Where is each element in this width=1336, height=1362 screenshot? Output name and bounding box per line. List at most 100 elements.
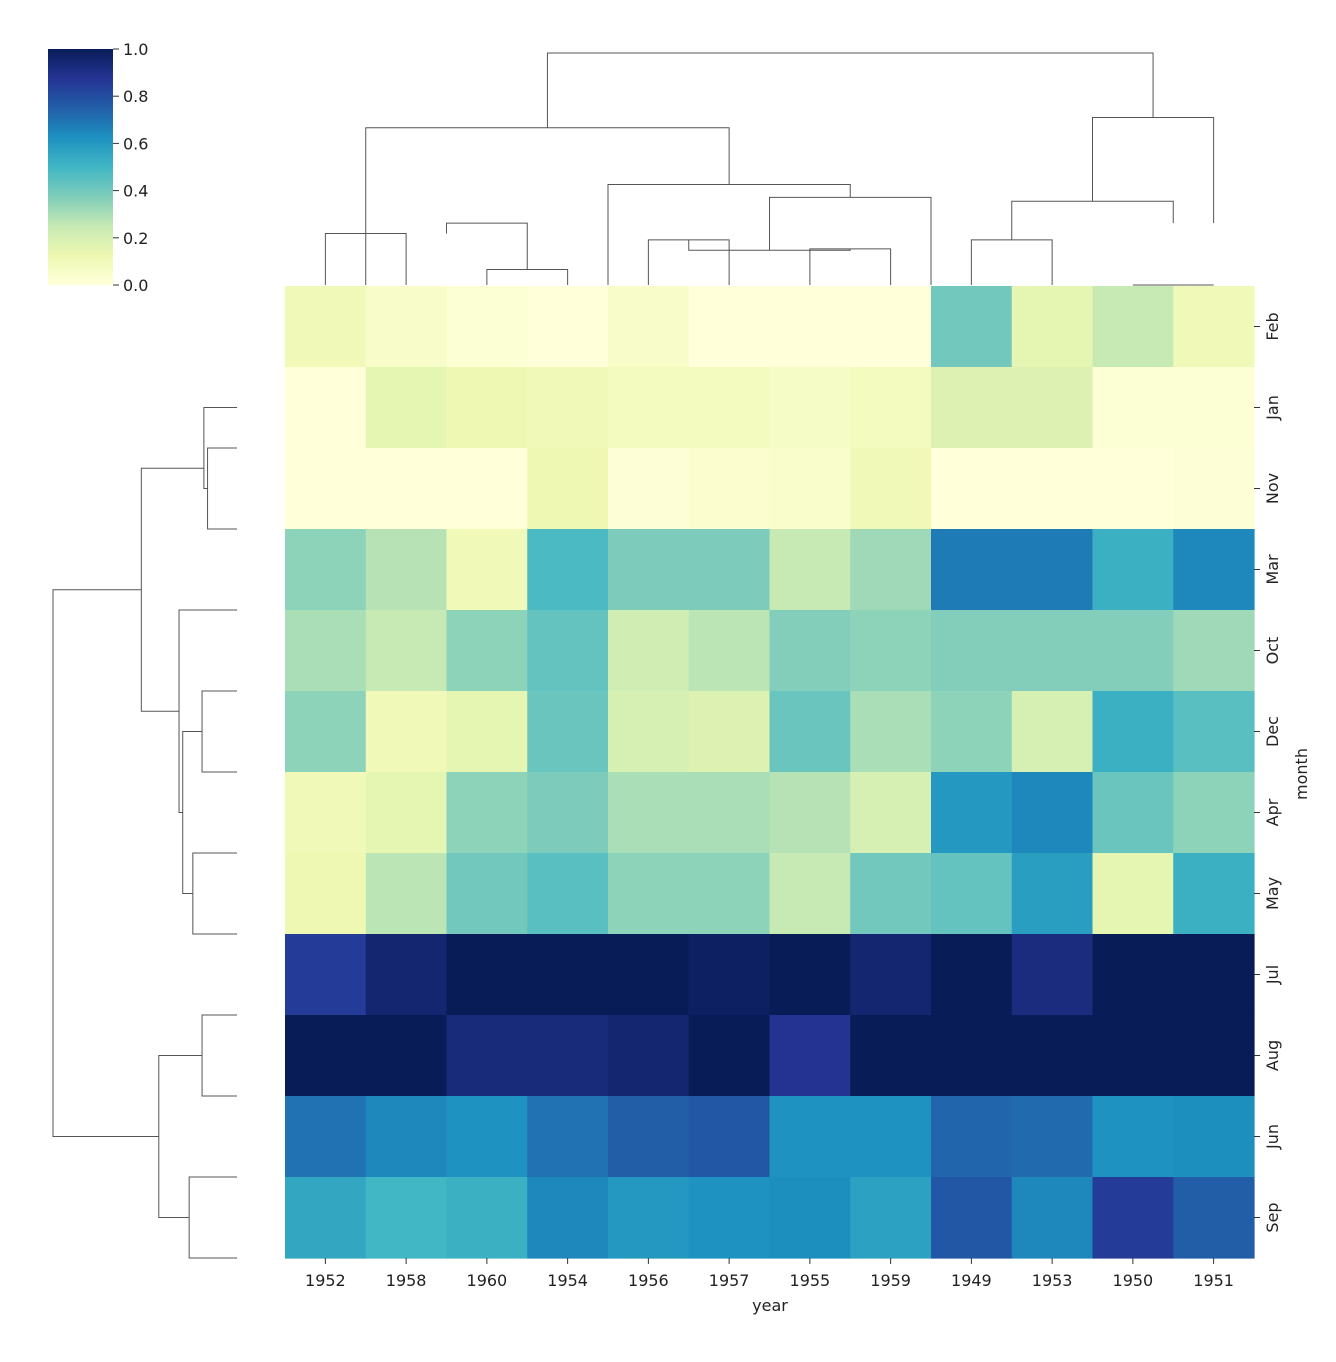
- heatmap-cell: [285, 610, 367, 692]
- heatmap-cell: [527, 1015, 609, 1097]
- heatmap-cell: [446, 529, 528, 611]
- heatmap-cell: [850, 772, 932, 854]
- y-tick-label: Feb: [1263, 312, 1282, 340]
- heatmap-cell: [688, 1015, 771, 1097]
- heatmap-cell: [769, 691, 851, 773]
- heatmap-cell: [365, 1015, 448, 1097]
- y-tick-label: Dec: [1263, 716, 1282, 747]
- column-dendrogram: [324, 52, 1215, 286]
- heatmap-cell: [285, 367, 367, 449]
- heatmap-cell: [1173, 934, 1255, 1016]
- x-tick-label: 1953: [1032, 1271, 1073, 1290]
- heatmap-cell: [285, 853, 367, 935]
- dendrogram-link: [607, 183, 851, 285]
- heatmap-cell: [769, 529, 851, 611]
- dendrogram-link: [207, 447, 237, 530]
- heatmap-cell: [769, 286, 851, 368]
- heatmap-cell: [285, 1177, 367, 1259]
- heatmap-cell: [931, 610, 1013, 692]
- heatmap-cell: [769, 448, 851, 530]
- heatmap-cell: [931, 286, 1013, 368]
- heatmap-cell: [850, 529, 932, 611]
- heatmap-cell: [527, 1096, 609, 1178]
- heatmap-cell: [608, 934, 690, 1016]
- heatmap-cell: [446, 1096, 528, 1178]
- dendrogram-link: [201, 1014, 237, 1097]
- heatmap-cell: [1173, 448, 1255, 530]
- heatmap-cell: [688, 853, 771, 935]
- x-axis-label: year: [752, 1296, 788, 1315]
- dendrogram-link: [970, 239, 1053, 285]
- heatmap-cell: [446, 448, 528, 530]
- heatmap-cell: [1173, 853, 1255, 935]
- x-tick-label: 1951: [1193, 1271, 1234, 1290]
- heatmap-cell: [446, 934, 528, 1016]
- heatmap-cell: [1092, 610, 1174, 692]
- heatmap-cell: [931, 934, 1013, 1016]
- y-tick-label: Sep: [1263, 1202, 1282, 1232]
- heatmap-cell: [285, 691, 367, 773]
- heatmap-cell: [769, 1096, 851, 1178]
- heatmap-cell: [1092, 934, 1174, 1016]
- heatmap-cell: [446, 772, 528, 854]
- colorbar: 0.0 0.2 0.4 0.6 0.8 1.0: [48, 40, 148, 295]
- heatmap-cell: [608, 367, 690, 449]
- heatmap-cell: [931, 367, 1013, 449]
- y-tick-label: Mar: [1263, 554, 1282, 585]
- heatmap-cell: [769, 1177, 851, 1259]
- heatmap-cell: [1092, 1015, 1174, 1097]
- heatmap-cell: [1092, 853, 1174, 935]
- heatmap-cell: [608, 1096, 690, 1178]
- heatmap-cell: [608, 286, 690, 368]
- heatmap-cell: [850, 1015, 932, 1097]
- heatmap-cell: [931, 448, 1013, 530]
- colorbar-tick-label: 0.6: [123, 134, 148, 153]
- heatmap-cell: [688, 1177, 771, 1259]
- heatmap-cell: [931, 1177, 1013, 1259]
- heatmap-cell: [527, 448, 609, 530]
- heatmap-cell: [769, 1015, 851, 1097]
- heatmap-cell: [365, 529, 448, 611]
- heatmap-cell: [688, 1096, 771, 1178]
- heatmap-cell: [1173, 610, 1255, 692]
- colorbar-tick-label: 0.8: [123, 87, 148, 106]
- heatmap-cell: [446, 1015, 528, 1097]
- heatmap-cell: [527, 1177, 609, 1259]
- heatmap-cell: [365, 367, 448, 449]
- heatmap-cells: [285, 286, 1255, 1259]
- heatmap-cell: [527, 772, 609, 854]
- heatmap-cell: [769, 934, 851, 1016]
- heatmap-cell: [850, 691, 932, 773]
- heatmap-cell: [527, 853, 609, 935]
- heatmap-cell: [365, 286, 448, 368]
- heatmap-cell: [1011, 772, 1094, 854]
- x-tick-label: 1955: [790, 1271, 831, 1290]
- y-tick-label: Oct: [1263, 637, 1282, 665]
- heatmap-cell: [365, 448, 448, 530]
- heatmap-cell: [1173, 1096, 1255, 1178]
- heatmap-cell: [850, 610, 932, 692]
- colorbar-tick-label: 0.2: [123, 229, 148, 248]
- heatmap-cell: [285, 772, 367, 854]
- heatmap-cell: [1011, 1015, 1094, 1097]
- heatmap-cell: [365, 691, 448, 773]
- dendrogram-link: [546, 52, 1154, 128]
- heatmap-cell: [850, 1096, 932, 1178]
- colorbar-gradient: [48, 49, 113, 285]
- dendrogram-link: [1011, 200, 1174, 240]
- x-tick-label: 1958: [386, 1271, 427, 1290]
- heatmap-cell: [1011, 448, 1094, 530]
- heatmap-cell: [608, 1177, 690, 1259]
- heatmap-cell: [365, 853, 448, 935]
- heatmap-cell: [446, 286, 528, 368]
- heatmap-cell: [688, 367, 771, 449]
- y-tick-label: Nov: [1263, 473, 1282, 504]
- heatmap-cell: [285, 529, 367, 611]
- heatmap-cell: [1173, 1015, 1255, 1097]
- heatmap-cell: [608, 772, 690, 854]
- heatmap-cell: [446, 610, 528, 692]
- colorbar-tick-label: 0.4: [123, 182, 148, 201]
- heatmap-cell: [365, 1096, 448, 1178]
- heatmap-cell: [365, 772, 448, 854]
- heatmap-cell: [850, 286, 932, 368]
